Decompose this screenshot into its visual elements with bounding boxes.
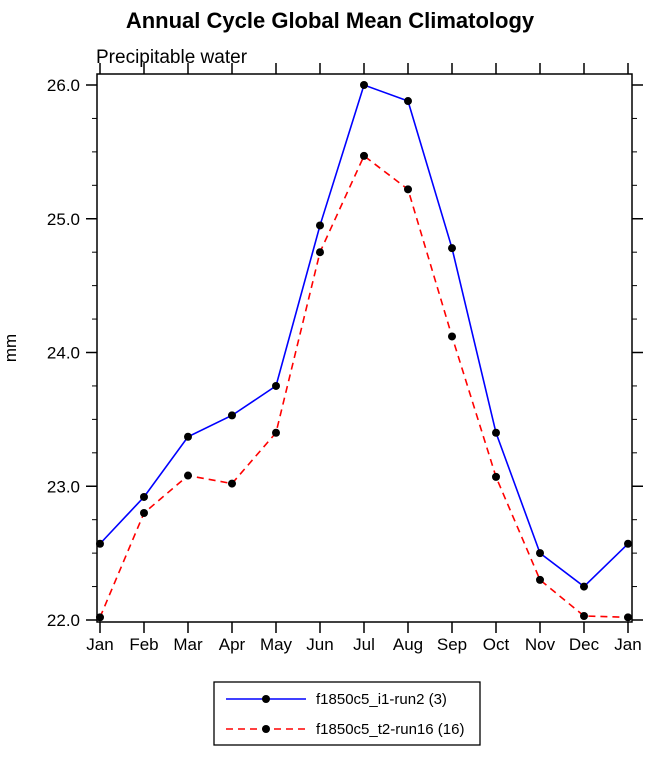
x-tick-label: Jul [353, 635, 375, 654]
x-tick-label: Jan [614, 635, 641, 654]
x-tick-label: Jan [86, 635, 113, 654]
series-line-f1850c5-t2-run16-16 [99, 154, 629, 619]
data-point-f1850c5-t2-run16-16 [492, 472, 500, 481]
data-point-f1850c5-i1-run2-3 [228, 411, 236, 420]
legend-marker-f1850c5-i1-run2-3 [262, 695, 270, 703]
data-point-f1850c5-i1-run2-3 [360, 81, 368, 89]
y-tick-label: 24.0 [47, 344, 80, 363]
plot-area: Jan Feb Mar Apr May Jun Jul Aug Sep Oct Nov Dec Jan 2… [47, 63, 643, 746]
legend-marker-f1850c5-t2-run16-16 [262, 725, 270, 733]
x-tick-label: Dec [569, 635, 600, 654]
data-point-f1850c5-i1-run2-3 [140, 492, 148, 501]
data-point-f1850c5-i1-run2-3 [536, 549, 544, 558]
x-tick-label: Mar [173, 635, 203, 654]
x-tick-label: Apr [219, 635, 246, 654]
x-tick-label: Jun [306, 635, 333, 654]
data-point-f1850c5-t2-run16-16 [448, 332, 456, 341]
data-point-f1850c5-i1-run2-3 [96, 539, 104, 548]
data-point-f1850c5-i1-run2-3 [404, 97, 412, 106]
x-tick-label: Aug [393, 635, 423, 654]
data-point-f1850c5-i1-run2-3 [272, 381, 280, 390]
data-point-f1850c5-i1-run2-3 [184, 432, 192, 441]
series-line-f1850c5-i1-run2-3 [99, 83, 629, 588]
y-tick-label: 23.0 [47, 477, 80, 496]
data-point-f1850c5-t2-run16-16 [360, 151, 368, 160]
data-point-f1850c5-t2-run16-16 [624, 613, 632, 622]
data-point-f1850c5-t2-run16-16 [184, 471, 192, 480]
data-point-f1850c5-t2-run16-16 [272, 428, 280, 437]
data-point-f1850c5-t2-run16-16 [316, 248, 324, 257]
chart-subtitle: Precipitable water [96, 47, 248, 68]
y-tick-label: 25.0 [47, 210, 80, 229]
x-tick-label: Nov [525, 635, 556, 654]
data-point-f1850c5-t2-run16-16 [404, 185, 412, 194]
data-point-f1850c5-i1-run2-3 [448, 244, 456, 253]
data-point-f1850c5-t2-run16-16 [580, 611, 588, 620]
y-tick-label: 26.0 [47, 76, 80, 95]
x-tick-label: Feb [129, 635, 158, 654]
data-point-f1850c5-t2-run16-16 [536, 575, 544, 584]
chart-title: Annual Cycle Global Mean Climatology [126, 8, 535, 33]
x-tick-label: Oct [483, 635, 510, 654]
data-point-f1850c5-t2-run16-16 [140, 509, 148, 517]
data-point-f1850c5-t2-run16-16 [96, 613, 104, 622]
data-point-f1850c5-i1-run2-3 [624, 539, 632, 548]
legend-box [213, 681, 481, 746]
y-axis-label: mm [1, 334, 20, 362]
data-point-f1850c5-i1-run2-3 [316, 221, 324, 230]
y-tick-label: 22.0 [47, 611, 80, 630]
data-point-f1850c5-i1-run2-3 [492, 428, 500, 437]
legend-label-f1850c5-i1-run2-3: f1850c5_i1-run2 (3) [316, 691, 447, 708]
legend-label-f1850c5-t2-run16-16: f1850c5_t2-run16 (16) [316, 721, 464, 738]
x-tick-label: Sep [437, 635, 467, 654]
x-tick-label: May [260, 635, 293, 654]
data-point-f1850c5-t2-run16-16 [228, 479, 236, 488]
data-point-f1850c5-i1-run2-3 [580, 582, 588, 591]
